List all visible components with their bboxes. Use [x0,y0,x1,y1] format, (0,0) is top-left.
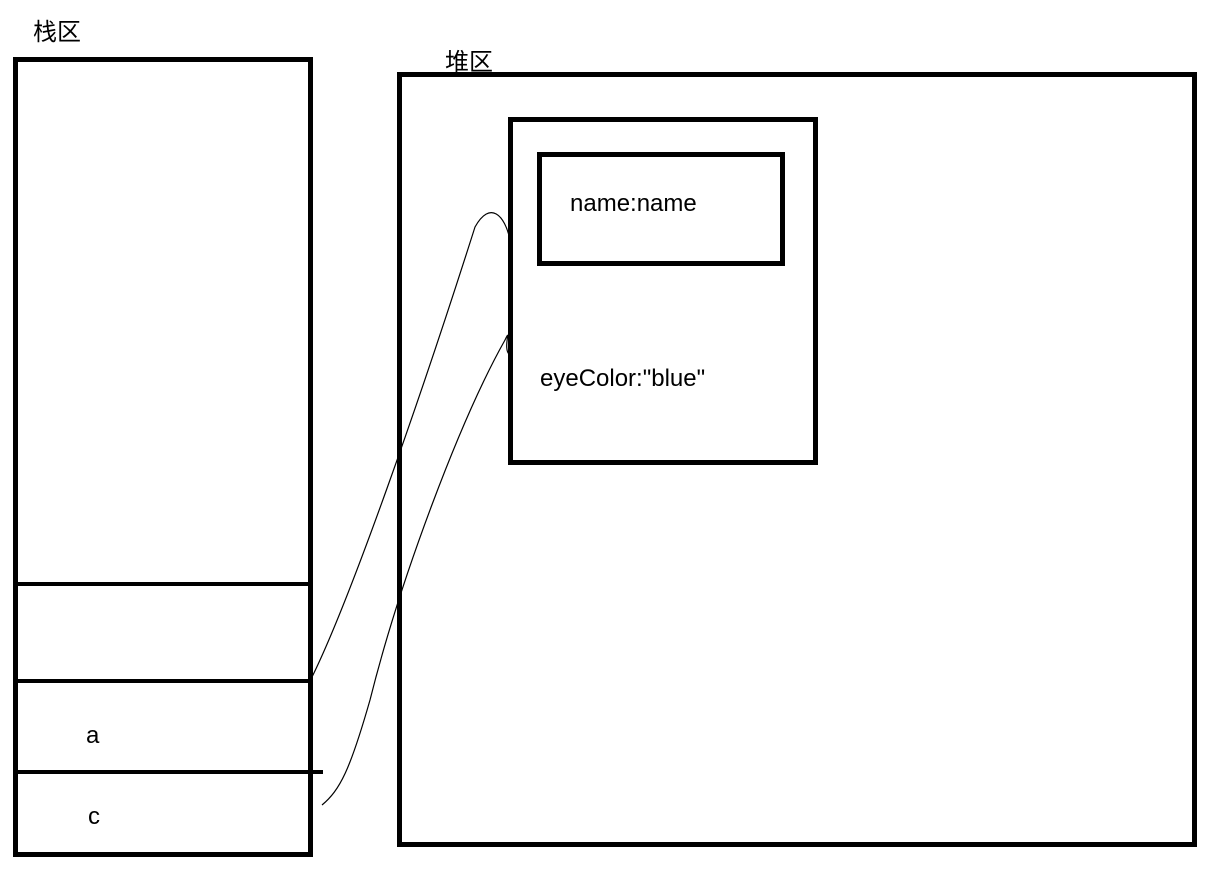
heap-inner-name-text: name:name [570,190,697,218]
stack-divider-3 [13,770,323,774]
stack-divider-2 [13,679,313,683]
stack-title: 栈区 [33,12,81,47]
stack-cell-a: a [86,722,99,750]
heap-property-text: eyeColor:"blue" [540,365,705,393]
stack-divider-1 [13,582,313,586]
stack-box [13,57,313,857]
stack-cell-c: c [88,803,100,831]
